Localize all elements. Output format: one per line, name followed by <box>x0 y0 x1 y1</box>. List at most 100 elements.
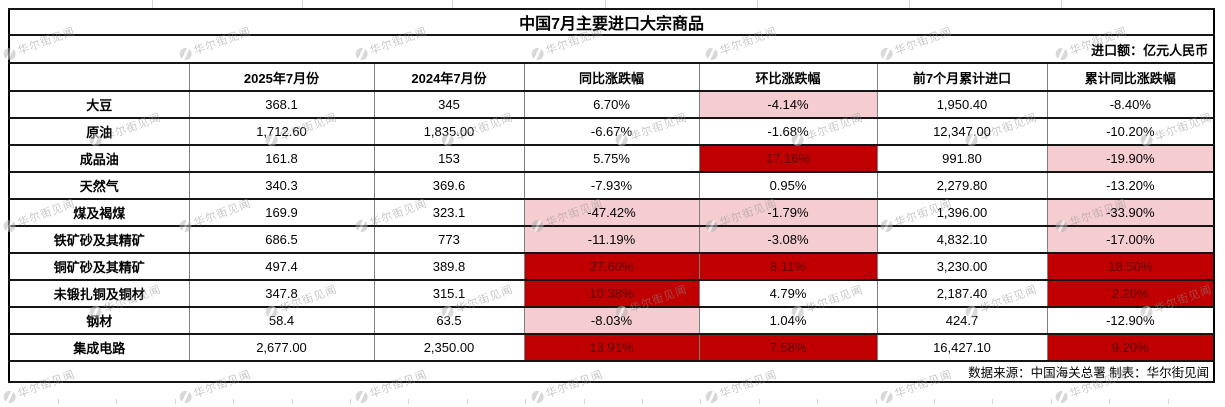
import-commodities-table: 中国7月主要进口大宗商品 进口额：亿元人民币 2025年7月份 2024年7月份同… <box>8 8 1216 383</box>
table-row: 集成电路 2,677.00 2,350.00 13.91% 7.58% 16,427.10… <box>8 333 1215 362</box>
column-header: 2025年7月份 <box>188 62 375 92</box>
top-gridline-tick <box>302 0 303 8</box>
value-cell: -10.20% <box>1046 117 1215 146</box>
bottom-gridline-tick <box>817 399 818 404</box>
value-cell: 4.79% <box>698 279 878 308</box>
table-row: 原油 1,712.60 1,835.00 -6.67% -1.68% 12,347.00-… <box>8 117 1215 146</box>
top-gridline-tick <box>452 0 453 8</box>
value-cell: 1,712.60 <box>188 117 375 146</box>
corner-header-cell <box>8 62 190 92</box>
watermark-logo-icon <box>529 389 546 405</box>
value-cell: 8.11% <box>698 252 878 281</box>
top-gridline-tick <box>605 0 606 8</box>
value-cell: 58.4 <box>188 306 375 335</box>
value-cell: 773 <box>373 225 525 254</box>
value-cell: 2.20% <box>1046 279 1215 308</box>
bottom-gridline-tick <box>642 399 643 404</box>
commodity-name: 集成电路 <box>8 333 190 362</box>
bottom-gridline-tick <box>467 399 468 404</box>
column-header: 前7个月累计进口 <box>876 62 1048 92</box>
value-cell: -8.03% <box>523 306 700 335</box>
value-cell: 497.4 <box>188 252 375 281</box>
watermark-logo-icon <box>353 389 370 405</box>
table-row: 天然气 340.3 369.6 -7.93% 0.95% 2,279.80 -13.20% <box>8 171 1215 200</box>
value-cell: -1.68% <box>698 117 878 146</box>
value-cell: 323.1 <box>373 198 525 227</box>
value-cell: 315.1 <box>373 279 525 308</box>
column-header: 2024年7月份 <box>373 62 525 92</box>
value-cell: -13.20% <box>1046 171 1215 200</box>
bottom-gridline-tick <box>350 399 351 404</box>
value-cell: -1.79% <box>698 198 878 227</box>
commodity-name: 铁矿砂及其精矿 <box>8 225 190 254</box>
value-cell: 4,832.10 <box>876 225 1048 254</box>
bottom-gridline-tick <box>992 399 993 404</box>
value-cell: 369.6 <box>373 171 525 200</box>
watermark-logo-icon <box>1 389 18 405</box>
value-cell: -33.90% <box>1046 198 1215 227</box>
bottom-gridline-tick <box>525 399 526 404</box>
watermark-logo-icon <box>1053 389 1070 405</box>
top-gridline-tick <box>1061 0 1062 8</box>
column-header: 环比涨跌幅 <box>698 62 878 92</box>
commodity-name: 未锻扎铜及铜材 <box>8 279 190 308</box>
value-cell: 161.8 <box>188 144 375 173</box>
value-cell: 27.60% <box>523 252 700 281</box>
import-commodities-table-wrap: 中国7月主要进口大宗商品 进口额：亿元人民币 2025年7月份 2024年7月份同… <box>8 8 1216 383</box>
value-cell: 368.1 <box>188 90 375 119</box>
value-cell: 347.8 <box>188 279 375 308</box>
value-cell: -4.14% <box>698 90 878 119</box>
table-row: 未锻扎铜及铜材 347.8 315.1 10.38% 4.79% 2,187.40 2.20… <box>8 279 1215 308</box>
value-cell: -11.19% <box>523 225 700 254</box>
column-header: 同比涨跌幅 <box>523 62 700 92</box>
value-cell: 12,347.00 <box>876 117 1048 146</box>
bottom-gridline-tick <box>292 399 293 404</box>
watermark-logo-icon <box>878 389 895 405</box>
bottom-gridline-tick <box>1051 399 1052 404</box>
watermark-logo-icon <box>177 389 194 405</box>
table-row: 煤及褐煤 169.9 323.1 -47.42% -1.79% 1,396.00 -33.9… <box>8 198 1215 227</box>
table-row: 大豆 368.1 345 6.70% -4.14% 1,950.40 -8.40% <box>8 90 1215 119</box>
commodity-name: 铜矿砂及其精矿 <box>8 252 190 281</box>
header-row: 2025年7月份 2024年7月份 同比涨跌幅 环比涨跌幅 前7个月累计进口 累计同比涨跌… <box>8 62 1215 92</box>
commodity-name: 钢材 <box>8 306 190 335</box>
value-cell: 0.95% <box>698 171 878 200</box>
bottom-gridline-tick <box>408 399 409 404</box>
value-cell: 1,950.40 <box>876 90 1048 119</box>
value-cell: -19.90% <box>1046 144 1215 173</box>
value-cell: 2,677.00 <box>188 333 375 362</box>
value-cell: 1,396.00 <box>876 198 1048 227</box>
value-cell: 991.80 <box>876 144 1048 173</box>
title-row: 中国7月主要进口大宗商品 <box>9 8 1215 36</box>
bottom-gridline-tick <box>58 399 59 404</box>
value-cell: 13.91% <box>523 333 700 362</box>
value-cell: 17.16% <box>698 144 878 173</box>
value-cell: 16,427.10 <box>876 333 1048 362</box>
commodity-name: 大豆 <box>8 90 190 119</box>
top-gridline-tick <box>909 0 910 8</box>
value-cell: -8.40% <box>1046 90 1215 119</box>
unit-note: 进口额：亿元人民币 <box>9 34 1215 64</box>
table-row: 成品油 161.8 153 5.75% 17.16% 991.80 -19.90% <box>8 144 1215 173</box>
value-cell: -47.42% <box>523 198 700 227</box>
bottom-gridline-tick <box>116 399 117 404</box>
bottom-gridline-tick <box>175 399 176 404</box>
footer-row: 数据来源：中国海关总署 制表：华尔街见闻 <box>9 360 1215 383</box>
value-cell: 424.7 <box>876 306 1048 335</box>
value-cell: 340.3 <box>188 171 375 200</box>
bottom-gridline-tick <box>1168 399 1169 404</box>
table-row: 铜矿砂及其精矿 497.4 389.8 27.60% 8.11% 3,230.00 18.5… <box>8 252 1215 281</box>
value-cell: 63.5 <box>373 306 525 335</box>
commodity-name: 天然气 <box>8 171 190 200</box>
bottom-gridline-tick <box>934 399 935 404</box>
table-footer: 数据来源：中国海关总署 制表：华尔街见闻 <box>9 360 1215 383</box>
value-cell: -7.93% <box>523 171 700 200</box>
value-cell: -17.00% <box>1046 225 1215 254</box>
value-cell: 2,187.40 <box>876 279 1048 308</box>
value-cell: 153 <box>373 144 525 173</box>
value-cell: 6.70% <box>523 90 700 119</box>
value-cell: 169.9 <box>188 198 375 227</box>
commodity-name: 原油 <box>8 117 190 146</box>
value-cell: 345 <box>373 90 525 119</box>
commodity-name: 煤及褐煤 <box>8 198 190 227</box>
